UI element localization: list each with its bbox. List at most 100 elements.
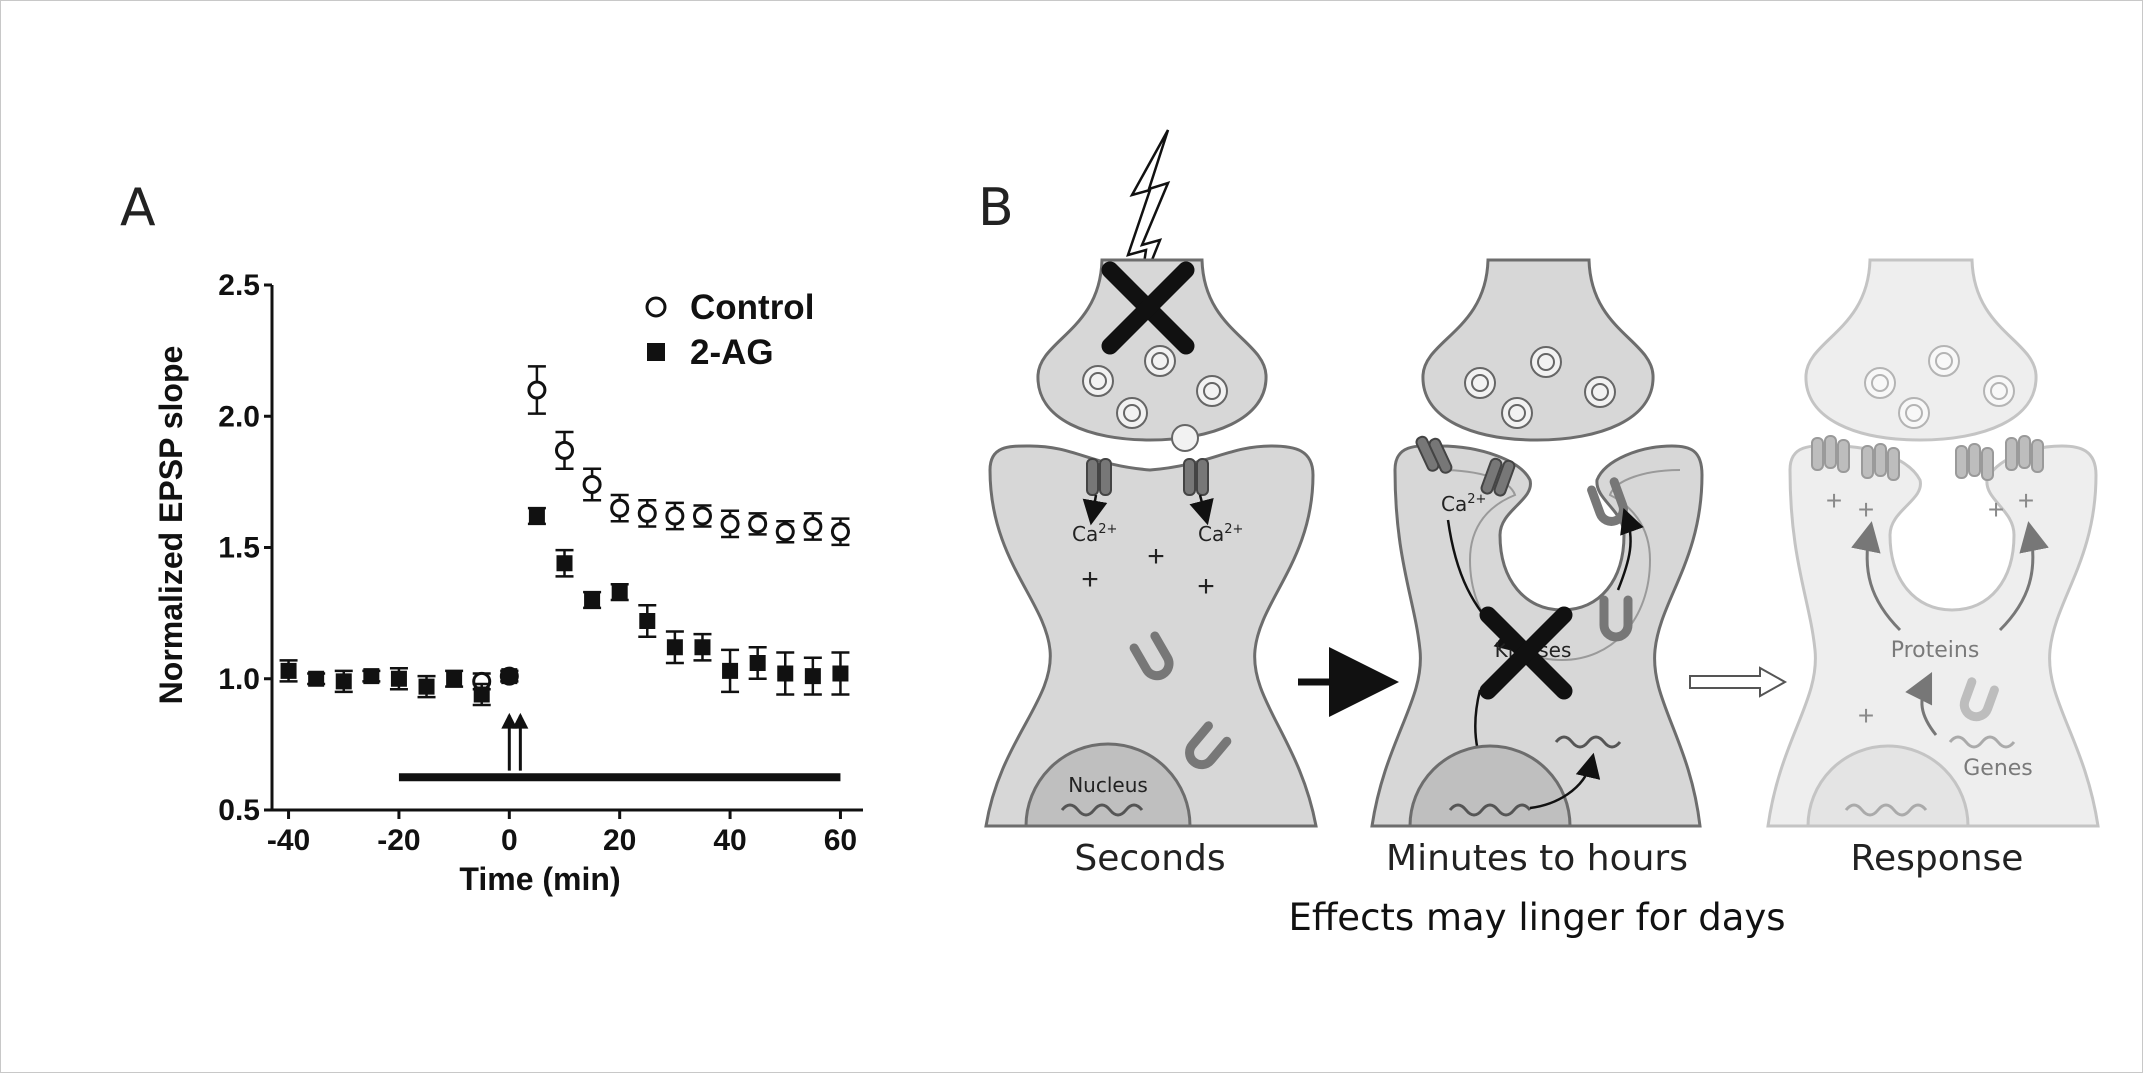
chart-legend: Control 2-AG xyxy=(645,288,814,372)
presynaptic-terminal xyxy=(1804,258,2038,442)
data-point-control xyxy=(665,506,685,526)
stage-label-seconds: Seconds xyxy=(1074,838,1225,879)
legend-control-label: Control xyxy=(690,288,814,327)
kinase-icon xyxy=(1587,477,1628,526)
plus-sign: + xyxy=(2018,485,2034,516)
data-point-2ag xyxy=(473,686,490,703)
data-point-control xyxy=(775,522,795,542)
stage-minutes-neuron: Ca2+ Kinases xyxy=(1370,258,1704,828)
plus-sign: + xyxy=(1081,563,1099,596)
plus-sign: + xyxy=(1988,494,2004,525)
x-tick-label: -20 xyxy=(377,824,420,857)
data-point-control xyxy=(748,514,768,534)
plus-sign: + xyxy=(1826,485,1842,516)
x-tick-label: -40 xyxy=(267,824,310,857)
mrna-icon xyxy=(1948,735,2016,749)
data-point-control xyxy=(610,498,630,518)
data-point-2ag xyxy=(611,584,628,601)
y-tick-label: 0.5 xyxy=(218,794,260,827)
x-tick-label: 0 xyxy=(501,824,518,857)
receptor-icons xyxy=(1086,458,1209,496)
epsp-chart: 0.5 1.0 1.5 2.0 2.5 -40 -20 0 20 40 60 xyxy=(218,269,863,857)
x-tick-label: 40 xyxy=(713,824,746,857)
mrna-icon xyxy=(1554,735,1622,749)
panel-b-letter: B xyxy=(978,178,1014,238)
chart-axes xyxy=(270,285,863,812)
vesicles xyxy=(1464,346,1616,429)
stimulus-arrow-head xyxy=(501,712,518,729)
panel-a-letter: A xyxy=(120,178,156,238)
data-point-2ag xyxy=(280,662,297,679)
protein-icon xyxy=(1959,677,1999,722)
data-point-2ag xyxy=(749,655,766,671)
data-point-2ag xyxy=(308,670,325,687)
ca-label: Ca2+ xyxy=(1441,492,1486,516)
data-point-2ag xyxy=(694,639,711,656)
series-control xyxy=(472,365,850,691)
spine-outline xyxy=(1439,469,1681,662)
stage-seconds-neuron: Ca2+ Ca2+ + + + Nucleus xyxy=(984,129,1318,828)
kinase-icon xyxy=(1599,595,1633,642)
drug-application-bar xyxy=(398,773,841,782)
data-point-control xyxy=(830,522,850,542)
chart-series xyxy=(279,365,850,707)
chart-annotations xyxy=(398,712,841,782)
proteins-label: Proteins xyxy=(1891,638,1980,663)
receptor-icons xyxy=(1811,435,2044,481)
signal-arrow xyxy=(1851,521,1902,632)
stimulus-arrow-head xyxy=(512,712,529,729)
kinase-icon xyxy=(1185,721,1232,770)
y-tick-label: 2.5 xyxy=(218,269,260,302)
plus-sign: + xyxy=(1858,494,1874,525)
data-point-control xyxy=(692,506,712,526)
data-point-2ag xyxy=(335,673,352,690)
blocked-x-icon xyxy=(1479,606,1573,700)
stage-label-minutes: Minutes to hours xyxy=(1386,838,1688,879)
data-point-2ag xyxy=(777,665,794,682)
dna-icon xyxy=(1448,803,1532,817)
chart-ticks: 0.5 1.0 1.5 2.0 2.5 -40 -20 0 20 40 60 xyxy=(218,269,857,857)
progress-arrow-hollow xyxy=(1689,666,1788,698)
data-point-2ag xyxy=(418,678,435,695)
data-point-control xyxy=(555,440,574,460)
data-point-2ag xyxy=(666,639,683,656)
ca-label-left: Ca2+ xyxy=(1072,522,1117,546)
data-point-control xyxy=(720,514,740,534)
plus-sign: + xyxy=(1197,570,1215,603)
data-point-2ag xyxy=(804,668,821,685)
figure-caption: Effects may linger for days xyxy=(1288,896,1785,939)
y-tick-label: 2.0 xyxy=(218,400,260,433)
legend-treatment-marker xyxy=(647,343,665,361)
data-point-control xyxy=(637,503,657,523)
data-point-2ag xyxy=(528,508,545,524)
data-point-2ag xyxy=(722,662,739,679)
dna-icon xyxy=(1060,803,1144,817)
data-point-2ag xyxy=(390,670,407,687)
dna-icon xyxy=(1844,803,1928,817)
stage-label-response: Response xyxy=(1851,838,2024,879)
data-point-2ag xyxy=(584,592,601,608)
data-point-2ag xyxy=(556,555,573,572)
data-point-2ag xyxy=(832,665,849,682)
x-tick-label: 20 xyxy=(603,824,636,857)
receptor-icons xyxy=(1415,435,1516,497)
data-point-control xyxy=(803,517,823,536)
data-point-control xyxy=(582,475,602,494)
signal-arrow xyxy=(1616,507,1644,591)
legend-treatment-label: 2-AG xyxy=(690,333,774,372)
y-tick-label: 1.0 xyxy=(218,663,260,696)
blocked-x-icon xyxy=(1101,261,1195,355)
vesicles xyxy=(1864,345,2015,429)
plus-sign: + xyxy=(1147,540,1165,573)
data-point-control xyxy=(527,380,547,400)
genes-label: Genes xyxy=(1963,756,2033,781)
signal-arrow xyxy=(1998,521,2049,632)
series-treatment xyxy=(279,506,850,707)
data-point-2ag xyxy=(501,668,518,685)
y-axis-label: Normalized EPSP slope xyxy=(153,346,189,705)
data-point-2ag xyxy=(446,670,463,687)
signal-arrow xyxy=(1529,752,1601,810)
vesicles xyxy=(1082,345,1228,452)
data-point-2ag xyxy=(639,613,656,629)
